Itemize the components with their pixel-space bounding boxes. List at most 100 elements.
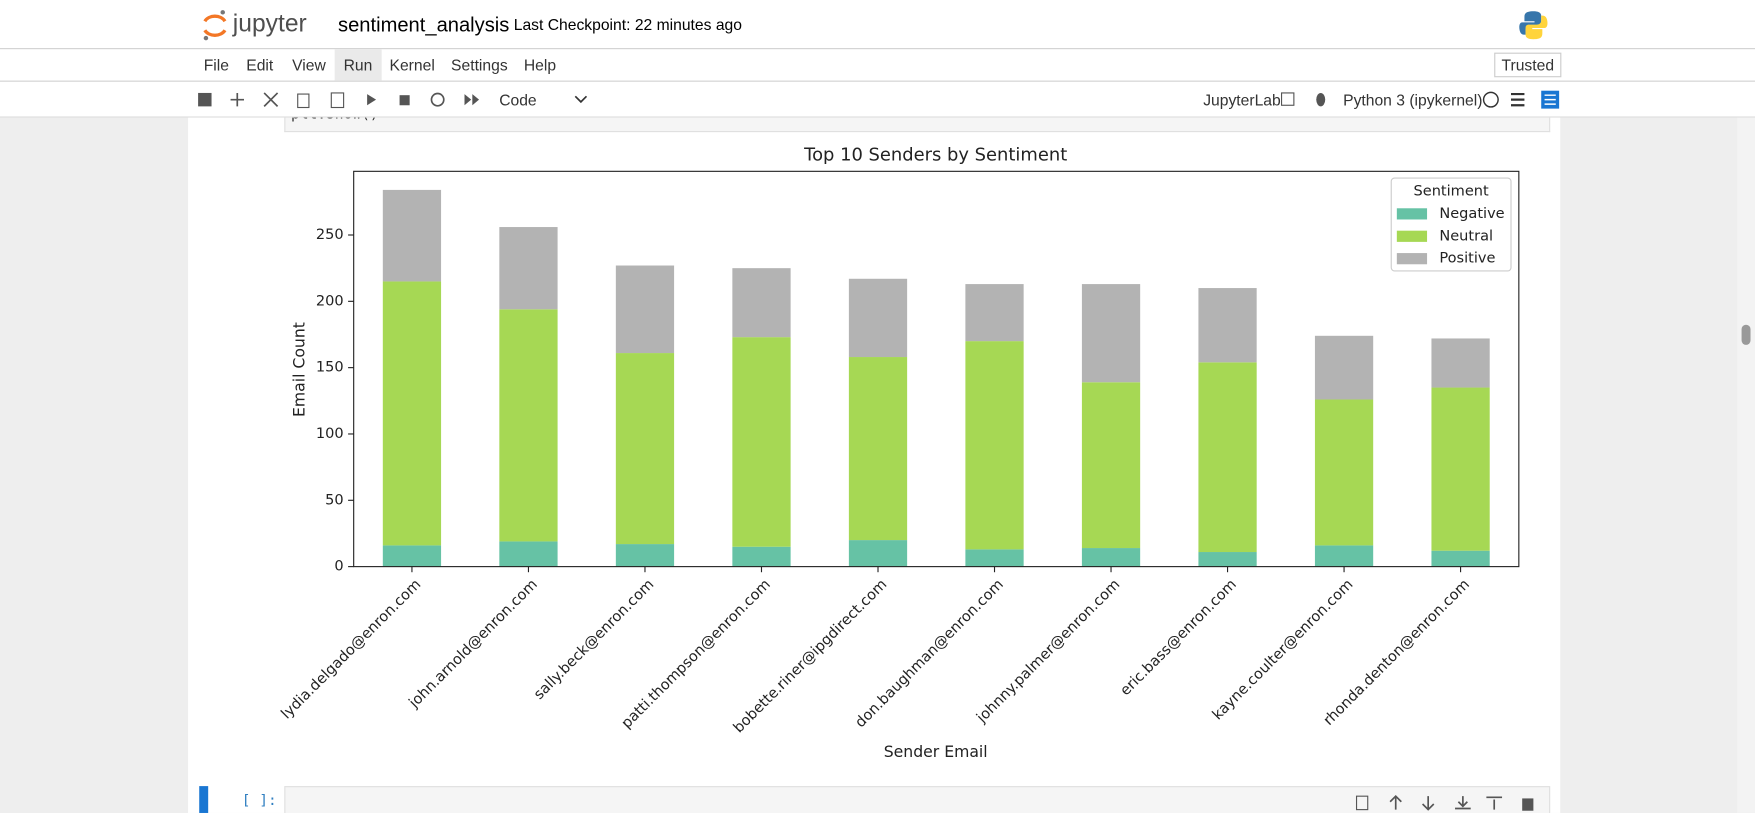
trusted-indicator[interactable]: Trusted (1494, 52, 1562, 78)
legend-label: Positive (1439, 250, 1495, 267)
bar-segment (965, 549, 1024, 567)
cut-icon[interactable] (263, 92, 279, 107)
bar-segment (1314, 399, 1374, 546)
bar-segment (1081, 382, 1141, 549)
add-cell-icon[interactable] (230, 92, 244, 107)
x-axis-label: Sender Email (884, 742, 988, 761)
legend-label: Negative (1439, 205, 1504, 222)
menu-item[interactable]: Kernel (389, 55, 435, 74)
bar-segment (965, 284, 1024, 342)
bar-segment (1198, 362, 1257, 553)
bar-segment (1314, 335, 1374, 400)
menu-bar: Trusted File Edit View Run Kernel Settings Hel… (0, 49, 1755, 82)
bar-segment (615, 265, 675, 354)
notebook-toolbar: Code JupyterLab Python 3 (ipykernel) (0, 81, 1755, 118)
bar-segment (382, 189, 442, 282)
legend-label: Neutral (1439, 227, 1493, 244)
scrollbar-thumb[interactable] (1741, 324, 1751, 345)
bar-segment (848, 540, 908, 567)
restart-run-icon[interactable] (464, 94, 480, 106)
insert-below-icon[interactable] (1486, 796, 1503, 810)
bar-segment (732, 546, 791, 567)
code-text: plt.show() (291, 116, 379, 123)
bar-segment (615, 544, 675, 567)
scrollbar[interactable] (1737, 116, 1755, 813)
debugger-icon[interactable] (1316, 92, 1326, 107)
menu-item[interactable]: File (203, 55, 229, 74)
legend-swatch (1396, 208, 1428, 220)
checkpoint-text: Last Checkpoint: 22 minutes ago (513, 15, 742, 34)
bar-segment (1081, 284, 1141, 383)
bar-segment (499, 309, 558, 542)
duplicate-icon[interactable] (1355, 795, 1369, 811)
x-tick-label: sally.beck@enron.com (530, 576, 657, 703)
stop-icon[interactable] (399, 95, 410, 106)
legend-swatch (1396, 253, 1428, 265)
x-tick-label: lydia.delgado@enron.com (278, 576, 424, 723)
menu-item[interactable]: Edit (246, 55, 274, 74)
kernel-name[interactable]: Python 3 (ipykernel) (1343, 90, 1483, 109)
jupyter-logo-icon (203, 10, 227, 41)
active-cell-marker (199, 786, 209, 813)
paste-icon[interactable] (330, 92, 345, 109)
move-down-icon[interactable] (1421, 796, 1435, 811)
menu-item[interactable]: Help (523, 55, 557, 74)
bar-segment (499, 541, 558, 567)
bar-segment (732, 337, 791, 547)
notebook-name[interactable]: sentiment_analysis (338, 13, 510, 36)
toolbar-right-icons (1280, 92, 1326, 107)
bar-segment (382, 281, 442, 546)
jupyter-logo[interactable]: jupyter (232, 8, 307, 37)
menu-icon[interactable] (1511, 92, 1525, 107)
bar-segment (1431, 338, 1490, 388)
bar-segment (1198, 288, 1257, 363)
copy-icon[interactable] (297, 93, 310, 109)
y-tick-label: 150 (316, 359, 344, 376)
bar-segment (965, 341, 1024, 550)
restart-icon[interactable] (430, 92, 445, 107)
python-logo (1519, 11, 1548, 40)
menu-item[interactable]: Settings (451, 55, 508, 74)
legend-box (1390, 177, 1512, 272)
move-up-icon[interactable] (1389, 794, 1402, 810)
bar-segment (1431, 387, 1490, 551)
cell-type-select[interactable]: Code (499, 90, 537, 109)
bar-segment (732, 268, 791, 338)
code-cell[interactable]: plt.show() (284, 116, 1551, 133)
bar-segment (382, 545, 442, 567)
kernel-status (1482, 91, 1499, 108)
empty-code-cell[interactable] (284, 786, 1551, 813)
y-tick-label: 0 (334, 558, 343, 575)
bar-segment (1081, 548, 1141, 567)
toolbar-icons (198, 92, 480, 109)
x-tick-label: eric.bass@enron.com (1117, 576, 1240, 699)
insert-above-icon[interactable] (1455, 796, 1471, 810)
legend-swatch (1396, 230, 1428, 242)
bar-segment (1314, 545, 1374, 567)
bar-segment (848, 357, 908, 541)
jupyterlab-link[interactable]: JupyterLab (1203, 90, 1281, 109)
y-tick-label: 200 (316, 292, 344, 309)
bar-segment (848, 278, 908, 358)
y-tick-label: 250 (316, 226, 344, 243)
bar-segment (615, 353, 675, 545)
run-icon[interactable] (367, 94, 377, 106)
menu-item[interactable]: Run (334, 49, 382, 81)
x-tick-label: john.arnold@enron.com (405, 576, 541, 712)
open-external-icon[interactable] (1280, 92, 1295, 106)
menu-item[interactable]: View (292, 55, 326, 74)
save-icon[interactable] (198, 92, 212, 107)
bar-segment (1198, 552, 1257, 567)
legend-title: Sentiment (1414, 182, 1489, 199)
top-bar: jupyter sentiment_analysis Last Checkpoi… (0, 0, 1755, 50)
dropdown-arrow[interactable] (573, 93, 589, 106)
bar-segment (1431, 550, 1490, 567)
y-tick-label: 100 (316, 425, 344, 442)
delete-icon[interactable] (1522, 798, 1534, 811)
cell-toolbar (1355, 794, 1534, 811)
y-axis-label: Email Count (289, 322, 308, 417)
bar-segment (499, 227, 558, 310)
chart-title: Top 10 Senders by Sentiment (803, 145, 1067, 166)
